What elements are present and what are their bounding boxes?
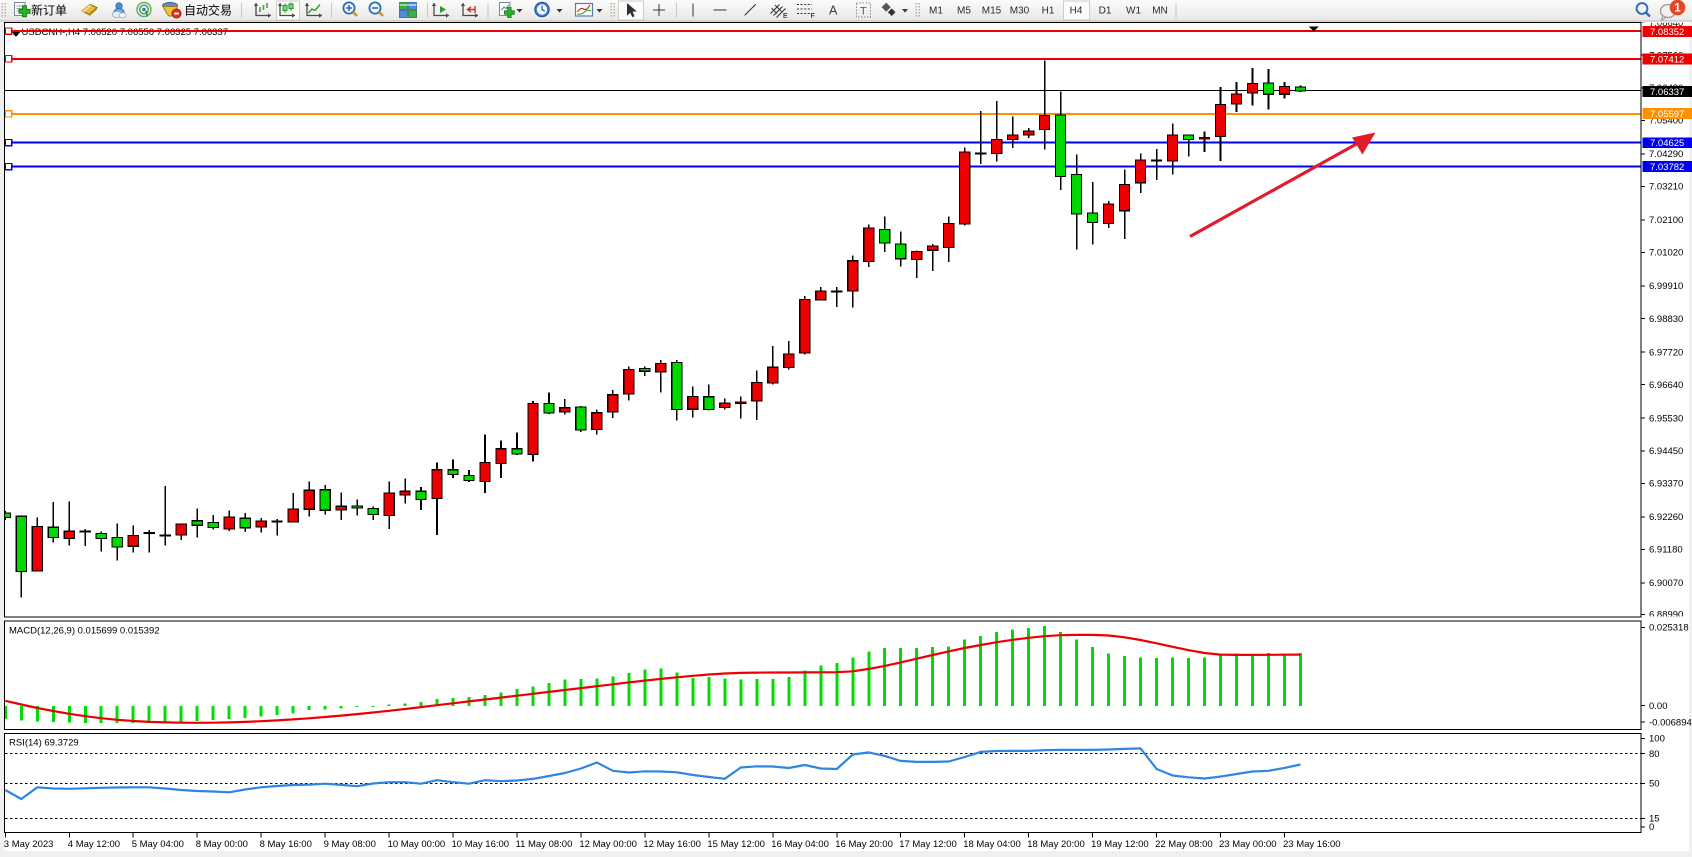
- svg-text:T: T: [860, 6, 867, 18]
- svg-text:M30: M30: [1010, 6, 1030, 17]
- svg-text:23 May 00:00: 23 May 00:00: [1219, 839, 1277, 850]
- svg-text:15: 15: [1649, 814, 1660, 825]
- svg-text:7.05400: 7.05400: [1649, 116, 1683, 127]
- svg-text:7.04290: 7.04290: [1649, 149, 1683, 160]
- svg-text:3 May 2023: 3 May 2023: [4, 839, 54, 850]
- svg-text:6.92260: 6.92260: [1649, 512, 1683, 523]
- svg-text:0.00: 0.00: [1649, 701, 1668, 712]
- svg-text:M5: M5: [957, 6, 971, 17]
- svg-text:9 May 08:00: 9 May 08:00: [324, 839, 376, 850]
- svg-text:4 May 12:00: 4 May 12:00: [68, 839, 120, 850]
- svg-text:6.90070: 6.90070: [1649, 578, 1683, 589]
- svg-text:-0.006894: -0.006894: [1649, 717, 1692, 728]
- svg-text:1: 1: [1674, 3, 1681, 15]
- svg-text:12 May 00:00: 12 May 00:00: [579, 839, 637, 850]
- svg-text:7.07412: 7.07412: [1650, 54, 1684, 65]
- svg-text:18 May 20:00: 18 May 20:00: [1027, 839, 1085, 850]
- svg-text:D1: D1: [1099, 6, 1112, 17]
- svg-text:18 May 04:00: 18 May 04:00: [963, 839, 1021, 850]
- svg-text:6.97720: 6.97720: [1649, 347, 1683, 358]
- svg-text:6.91180: 6.91180: [1649, 545, 1683, 556]
- svg-text:F: F: [811, 13, 815, 20]
- svg-text:16 May 04:00: 16 May 04:00: [771, 839, 829, 850]
- svg-text:新订单: 新订单: [31, 3, 67, 18]
- svg-text:6.93370: 6.93370: [1649, 479, 1683, 490]
- svg-text:7.03210: 7.03210: [1649, 182, 1683, 193]
- svg-text:7.05597: 7.05597: [1650, 109, 1684, 120]
- svg-text:0: 0: [1649, 822, 1654, 833]
- svg-text:6.88990: 6.88990: [1649, 610, 1683, 621]
- svg-text:12 May 16:00: 12 May 16:00: [643, 839, 701, 850]
- svg-text:A: A: [829, 4, 838, 18]
- svg-text:19 May 12:00: 19 May 12:00: [1091, 839, 1149, 850]
- svg-text:50: 50: [1649, 779, 1660, 790]
- svg-text:6.95530: 6.95530: [1649, 413, 1683, 424]
- svg-text:6.98830: 6.98830: [1649, 314, 1683, 325]
- svg-text:RSI(14) 69.3729: RSI(14) 69.3729: [9, 738, 79, 749]
- svg-text:8 May 16:00: 8 May 16:00: [260, 839, 312, 850]
- svg-text:17 May 12:00: 17 May 12:00: [899, 839, 957, 850]
- svg-text:8 May 00:00: 8 May 00:00: [196, 839, 248, 850]
- svg-text:7.04625: 7.04625: [1650, 138, 1684, 149]
- svg-text:6.96640: 6.96640: [1649, 380, 1683, 391]
- svg-text:7.08640: 7.08640: [1649, 18, 1683, 29]
- svg-text:11 May 08:00: 11 May 08:00: [516, 839, 573, 850]
- svg-text:7.01020: 7.01020: [1649, 248, 1683, 259]
- svg-text:H4: H4: [1070, 6, 1083, 17]
- svg-text:USDCNH-,H4 7.06520 7.06556 7.: USDCNH-,H4 7.06520 7.06556 7.06325 7.063…: [22, 27, 229, 38]
- svg-text:15 May 12:00: 15 May 12:00: [707, 839, 765, 850]
- svg-text:7.06337: 7.06337: [1650, 87, 1684, 98]
- svg-text:E: E: [783, 13, 788, 20]
- svg-text:自动交易: 自动交易: [184, 3, 232, 18]
- svg-text:80: 80: [1649, 749, 1660, 760]
- svg-text:6.99910: 6.99910: [1649, 281, 1683, 292]
- svg-text:H1: H1: [1042, 6, 1055, 17]
- svg-text:7.02100: 7.02100: [1649, 215, 1683, 226]
- svg-text:7.08352: 7.08352: [1650, 27, 1684, 38]
- svg-text:M1: M1: [929, 6, 943, 17]
- svg-text:MACD(12,26,9) 0.015699 0.01539: MACD(12,26,9) 0.015699 0.015392: [9, 626, 160, 637]
- svg-text:W1: W1: [1126, 6, 1141, 17]
- svg-text:23 May 16:00: 23 May 16:00: [1283, 839, 1341, 850]
- svg-text:10 May 00:00: 10 May 00:00: [388, 839, 446, 850]
- svg-text:16 May 20:00: 16 May 20:00: [835, 839, 893, 850]
- svg-text:MN: MN: [1152, 6, 1168, 17]
- svg-text:7.03782: 7.03782: [1650, 162, 1684, 173]
- svg-text:6.94450: 6.94450: [1649, 446, 1683, 457]
- svg-text:22 May 08:00: 22 May 08:00: [1155, 839, 1213, 850]
- svg-text:10 May 16:00: 10 May 16:00: [452, 839, 510, 850]
- svg-text:100: 100: [1649, 734, 1665, 745]
- svg-text:5 May 04:00: 5 May 04:00: [132, 839, 184, 850]
- svg-text:M15: M15: [982, 6, 1002, 17]
- svg-text:0.025318: 0.025318: [1649, 623, 1689, 634]
